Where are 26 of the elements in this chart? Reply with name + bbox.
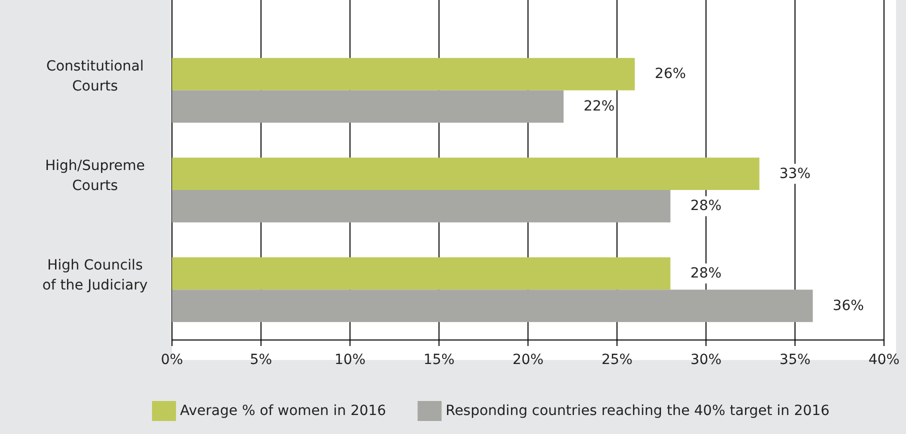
x-tick-label: 40% bbox=[868, 352, 900, 368]
x-tick-label: 15% bbox=[423, 352, 455, 368]
data-label: 28% bbox=[690, 198, 722, 214]
data-label: 22% bbox=[584, 98, 615, 115]
bar bbox=[172, 290, 813, 322]
bar bbox=[172, 257, 670, 290]
bar bbox=[172, 90, 564, 123]
bar bbox=[172, 190, 670, 222]
bar bbox=[172, 58, 635, 90]
legend-label: Average % of women in 2016 bbox=[180, 403, 386, 419]
data-label: 26% bbox=[654, 66, 686, 82]
x-tick-label: 35% bbox=[779, 352, 811, 368]
x-tick-label: 0% bbox=[160, 352, 184, 368]
x-tick-label: 30% bbox=[690, 352, 722, 368]
y-tick-label: High/Supreme Courts bbox=[45, 158, 145, 194]
y-tick-label: Constitutional Courts bbox=[46, 58, 144, 94]
data-label: 28% bbox=[690, 265, 722, 282]
x-tick-label: 5% bbox=[250, 352, 272, 368]
data-label: 36% bbox=[832, 298, 864, 314]
x-tick-label: 20% bbox=[512, 352, 544, 368]
legend-label: Responding countries reaching the 40% target in 2016 bbox=[446, 403, 830, 419]
x-tick-label: 10% bbox=[334, 352, 366, 368]
x-tick-label: 25% bbox=[601, 352, 633, 368]
y-tick-label: High Councils of the Judiciary bbox=[42, 258, 148, 294]
bar bbox=[172, 158, 760, 190]
data-label: 33% bbox=[779, 166, 811, 182]
